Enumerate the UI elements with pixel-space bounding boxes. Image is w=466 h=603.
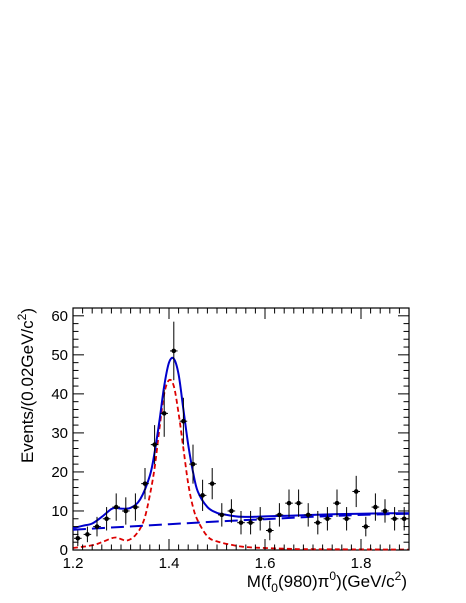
data-point <box>93 516 101 537</box>
data-point <box>131 493 140 521</box>
data-point <box>74 530 82 547</box>
data-point <box>218 503 226 527</box>
data-point <box>266 520 274 541</box>
data-point <box>170 321 178 381</box>
data-point <box>285 489 293 517</box>
data-point <box>227 499 236 523</box>
data-point <box>246 510 255 535</box>
y-tick-label: 60 <box>51 308 68 325</box>
x-tick-label: 1.4 <box>159 555 180 572</box>
y-tick-label: 30 <box>51 425 68 442</box>
data-point <box>294 489 303 517</box>
data-point <box>83 526 92 543</box>
data-point <box>275 503 284 527</box>
data-point <box>198 479 207 511</box>
x-tick-label: 1.6 <box>255 555 276 572</box>
y-tick-label: 0 <box>60 542 68 559</box>
data-point <box>179 397 188 445</box>
data-point <box>323 507 332 531</box>
data-point <box>381 499 389 523</box>
data-point <box>122 497 130 525</box>
data-point <box>256 507 264 531</box>
data-point <box>362 516 370 537</box>
total-fit-curve <box>72 356 410 530</box>
data-point <box>390 507 399 531</box>
x-tick-label: 1.2 <box>63 555 84 572</box>
data-point <box>189 444 197 484</box>
x-axis-title: M(f0(980)π0)(GeV/c2) <box>247 569 407 595</box>
data-point <box>237 510 245 535</box>
data-point <box>112 493 120 521</box>
y-axis-title: Events/(0.02GeV/c2) <box>15 308 37 463</box>
y-tick-label: 50 <box>51 347 68 364</box>
data-point <box>208 468 216 500</box>
data-point <box>141 468 149 500</box>
x-tick-label: 1.8 <box>351 555 372 572</box>
data-point <box>333 489 341 517</box>
data-point <box>160 389 168 437</box>
y-tick-label: 20 <box>51 464 68 481</box>
data-point <box>150 425 159 465</box>
data-point <box>304 503 312 527</box>
data-point <box>371 493 380 521</box>
data-point <box>342 507 351 531</box>
data-point <box>102 507 111 531</box>
data-point <box>314 510 322 535</box>
y-tick-label: 10 <box>51 503 68 520</box>
plot-frame <box>72 307 410 551</box>
data-point <box>352 475 360 508</box>
y-tick-label: 40 <box>51 386 68 403</box>
